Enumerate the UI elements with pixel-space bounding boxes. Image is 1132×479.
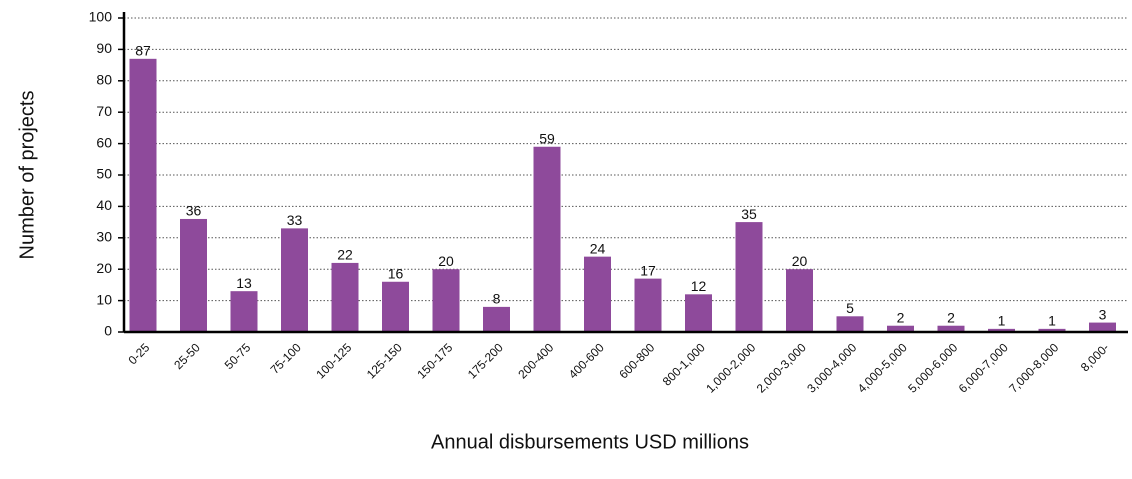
x-axis-title: Annual disbursements USD millions — [431, 431, 749, 453]
data-label: 2 — [947, 309, 955, 325]
x-tick-label: 125-150 — [364, 340, 405, 381]
x-tick-label: 0-25 — [125, 340, 152, 367]
x-tick-label: 25-50 — [171, 340, 203, 372]
bar — [180, 218, 207, 332]
data-label: 2 — [897, 309, 905, 325]
data-label: 33 — [287, 212, 303, 228]
data-label: 16 — [388, 265, 404, 281]
x-tick-label: 6,000-7,000 — [956, 340, 1011, 395]
y-tick-label: 30 — [96, 229, 112, 245]
x-tick-label: 4,000-5,000 — [855, 340, 910, 395]
x-tick-label: 100-125 — [313, 340, 354, 381]
bar — [382, 281, 409, 332]
data-label: 59 — [539, 130, 555, 146]
bar — [1089, 322, 1116, 332]
data-label: 12 — [691, 278, 707, 294]
y-tick-label: 20 — [96, 260, 112, 276]
y-tick-label: 50 — [96, 166, 112, 182]
bar — [937, 325, 965, 332]
data-label: 22 — [337, 247, 353, 263]
y-tick-label: 70 — [96, 103, 112, 119]
data-label: 24 — [590, 240, 606, 256]
y-tick-label: 0 — [104, 323, 112, 339]
bar — [584, 256, 611, 332]
bar — [533, 146, 561, 332]
bar — [988, 328, 1015, 332]
x-tick-label: 175-200 — [465, 340, 506, 381]
bar — [1038, 328, 1066, 332]
data-label: 35 — [741, 206, 757, 222]
x-tick-label: 200-400 — [515, 340, 556, 381]
data-label: 20 — [438, 253, 454, 269]
bar — [735, 222, 763, 332]
x-tick-label: 5,000-6,000 — [905, 340, 960, 395]
bar — [634, 278, 662, 332]
data-label: 1 — [998, 313, 1006, 329]
bar — [836, 316, 864, 332]
y-tick-label: 80 — [96, 72, 112, 88]
bar — [331, 262, 359, 332]
x-tick-label: 1,000-2,000 — [703, 340, 758, 395]
bar — [281, 228, 308, 332]
y-tick-label: 10 — [96, 291, 112, 307]
data-label: 87 — [135, 43, 151, 59]
x-tick-label: 800-1,000 — [660, 340, 708, 388]
y-tick-label: 60 — [96, 134, 112, 150]
bar — [685, 294, 712, 332]
x-tick-label: 75-100 — [268, 340, 305, 377]
x-tick-label: 600-800 — [616, 340, 657, 381]
bar — [230, 291, 258, 332]
x-tick-label: 50-75 — [222, 340, 254, 372]
y-tick-label: 100 — [89, 9, 113, 25]
x-tick-label: 400-600 — [566, 340, 607, 381]
data-label: 3 — [1099, 306, 1107, 322]
bar — [887, 325, 914, 332]
data-label: 8 — [493, 291, 501, 307]
data-label: 5 — [846, 300, 854, 316]
x-tick-label: 150-175 — [414, 340, 455, 381]
y-tick-label: 40 — [96, 197, 112, 213]
data-label: 1 — [1048, 313, 1056, 329]
data-label: 13 — [236, 275, 252, 291]
data-label: 36 — [186, 203, 202, 219]
x-tick-label: 7,000-8,000 — [1006, 340, 1061, 395]
bar — [483, 306, 510, 332]
x-tick-label: 3,000-4,000 — [804, 340, 859, 395]
y-tick-label: 90 — [96, 40, 112, 56]
data-label: 20 — [792, 253, 808, 269]
data-label: 17 — [640, 262, 656, 278]
y-axis-title: Number of projects — [16, 91, 38, 260]
bar — [786, 269, 813, 332]
bar — [432, 269, 460, 332]
x-tick-label: 8,000- — [1078, 340, 1112, 374]
x-tick-label: 2,000-3,000 — [754, 340, 809, 395]
bar — [129, 58, 157, 332]
